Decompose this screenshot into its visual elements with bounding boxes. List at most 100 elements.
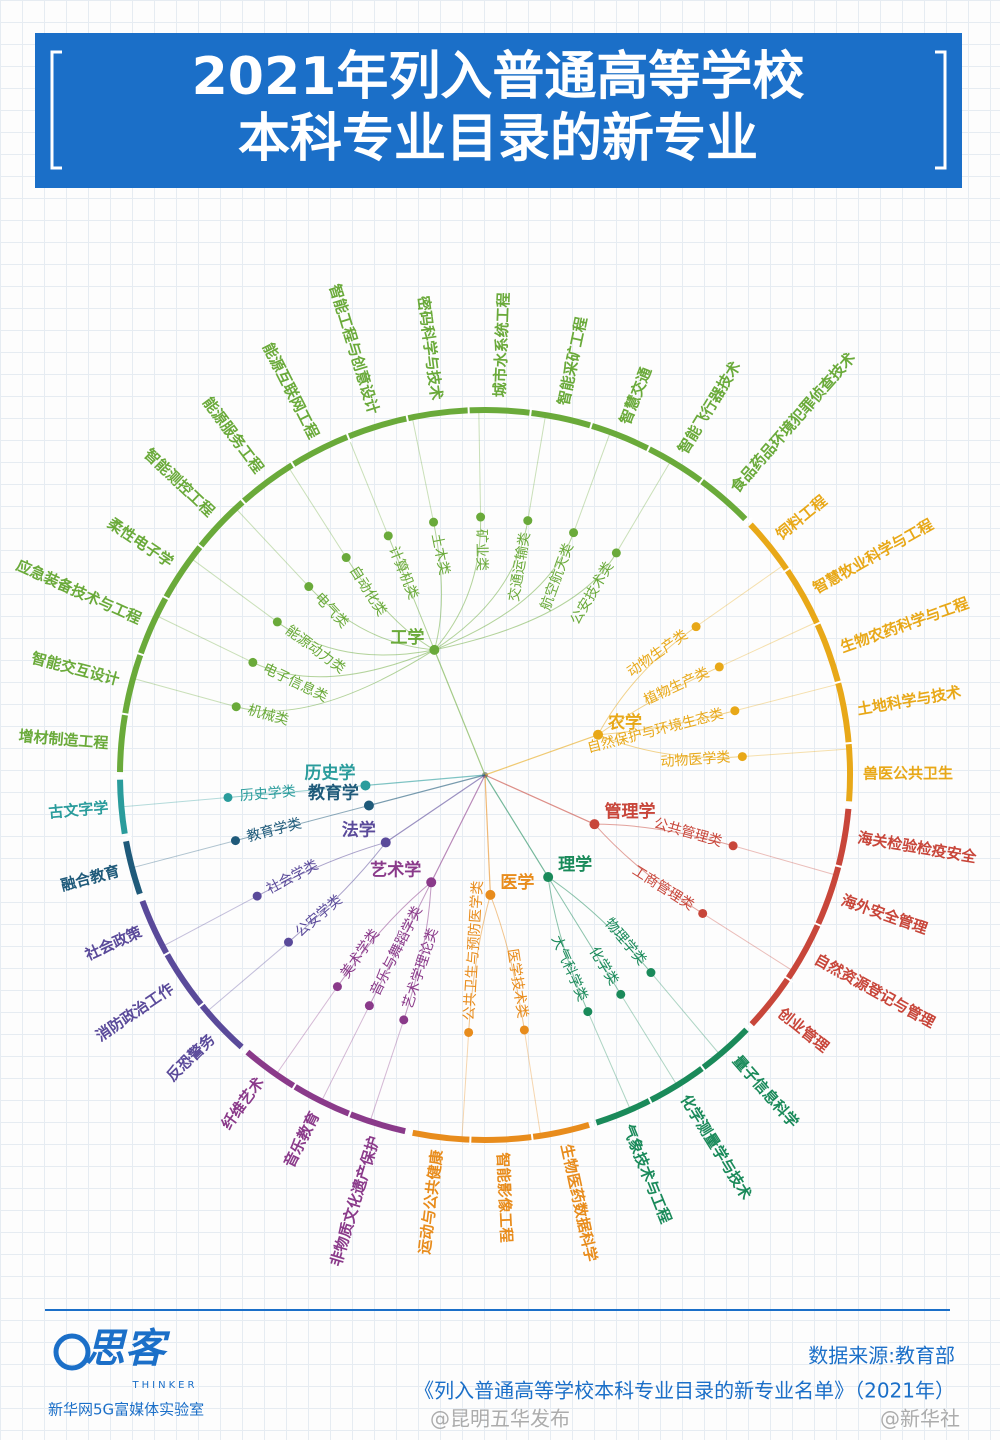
class-node xyxy=(429,517,439,527)
branch-link xyxy=(719,621,817,668)
major-label: 智能测控工程 xyxy=(140,445,218,520)
ring-tick xyxy=(290,1080,299,1092)
ring-tick xyxy=(528,406,533,419)
class-node xyxy=(283,937,293,947)
major-label: 生物农药科学与工程 xyxy=(838,594,971,656)
ring-tick xyxy=(405,412,410,425)
major-label: 应急装备技术与工程 xyxy=(14,556,145,628)
branch-link xyxy=(403,882,432,1021)
class-node xyxy=(332,982,342,992)
brackets xyxy=(50,50,947,170)
class-label: 公共卫生与预防医学类 xyxy=(461,880,486,1021)
branch-link xyxy=(547,876,589,1012)
ring-arc xyxy=(595,1027,749,1126)
class-node xyxy=(364,1001,374,1011)
ring-tick xyxy=(467,404,470,417)
major-label: 智能飞行器技术 xyxy=(674,358,744,457)
major-label: 土地科学与技术 xyxy=(856,683,963,719)
major-label: 饲料工程 xyxy=(772,492,831,544)
branch-link xyxy=(573,432,611,533)
class-label: 社会学类 xyxy=(264,857,321,897)
class-node xyxy=(231,702,241,712)
branch-link xyxy=(345,557,435,651)
ring-arc xyxy=(139,899,244,1050)
branch-link xyxy=(468,894,491,1033)
major-label: 食品药品环境犯罪侦查技术 xyxy=(727,349,859,496)
discipline-label: 历史学 xyxy=(304,762,355,783)
major-label: 海外安全管理 xyxy=(839,891,930,938)
ring-tick xyxy=(831,679,845,685)
stem xyxy=(484,774,491,895)
branch-link xyxy=(156,615,254,663)
major-label: 融合教育 xyxy=(59,862,122,895)
major-label: 消防政治工作 xyxy=(93,980,178,1045)
ring-tick xyxy=(134,651,147,658)
branch-link xyxy=(162,895,258,947)
source: 数据来源:教育部 xyxy=(808,1344,955,1368)
branch-link xyxy=(288,467,347,558)
discipline-label: 医学 xyxy=(500,872,534,893)
branch-link xyxy=(597,734,743,759)
ring-tick xyxy=(698,1062,708,1074)
branch-link xyxy=(434,552,617,651)
class-node xyxy=(399,1015,409,1025)
ring-arc xyxy=(748,522,853,802)
logo-sub: THINKER xyxy=(132,1380,198,1391)
major-label: 社会政策 xyxy=(81,922,145,964)
class-label: 历史学类 xyxy=(239,784,296,805)
class-node xyxy=(646,968,656,978)
class-node xyxy=(728,841,738,851)
ring-tick xyxy=(119,712,132,717)
ring-tick xyxy=(346,1108,353,1120)
class-node xyxy=(230,836,240,846)
major-label: 自然资源登记与管理 xyxy=(811,950,938,1031)
watermark: @新华社 xyxy=(880,1407,960,1431)
branch-link xyxy=(650,972,721,1055)
branch-link xyxy=(489,894,525,1031)
ring-tick xyxy=(238,496,248,507)
class-label: 土木类 xyxy=(428,532,452,576)
class-node xyxy=(714,662,724,672)
ring-tick xyxy=(119,835,132,840)
class-node xyxy=(523,516,533,526)
stem xyxy=(484,734,599,776)
major-label: 兽医公共卫生 xyxy=(863,764,953,782)
major-label: 海关检验检疫安全 xyxy=(856,829,978,867)
ring-tick xyxy=(196,1000,207,1010)
branch-link xyxy=(235,805,370,842)
branch-link xyxy=(275,986,338,1075)
ring-arc xyxy=(245,1049,406,1135)
ring-tick xyxy=(344,430,352,443)
title-line: 2021年列入普通高等学校 xyxy=(192,47,805,107)
class-node xyxy=(252,891,262,901)
branch-link xyxy=(308,586,435,651)
class-label: 动物生产类 xyxy=(624,627,690,680)
class-node xyxy=(476,512,486,522)
branch-link xyxy=(598,710,735,736)
ring-tick xyxy=(135,894,148,901)
class-node xyxy=(272,617,282,627)
major-label: 密码科学与技术 xyxy=(414,295,445,401)
ring-arc xyxy=(123,840,143,895)
major-label: 古文字学 xyxy=(48,798,109,821)
stem xyxy=(430,774,486,883)
class-node xyxy=(698,908,708,918)
class-label: 自动化类 xyxy=(346,563,390,619)
branch-link xyxy=(320,1005,370,1102)
major-label: 气象技术与工程 xyxy=(619,1121,675,1226)
ring-tick xyxy=(782,974,794,983)
branch-link xyxy=(347,436,389,537)
branch-link xyxy=(620,994,678,1086)
branch-link xyxy=(256,841,386,897)
ring-tick xyxy=(589,1117,596,1130)
class-node xyxy=(248,657,258,667)
discipline-label: 法学 xyxy=(342,819,376,840)
branch-link xyxy=(702,913,794,972)
ring-arc xyxy=(749,808,852,1027)
major-label: 智能工程与创意设计 xyxy=(325,282,382,416)
major-label: 能源互联网工程 xyxy=(259,340,323,442)
stem xyxy=(484,774,549,878)
class-label: 机械类 xyxy=(246,702,291,729)
header-box xyxy=(35,33,962,188)
major-label: 柔性电子学 xyxy=(104,514,176,571)
